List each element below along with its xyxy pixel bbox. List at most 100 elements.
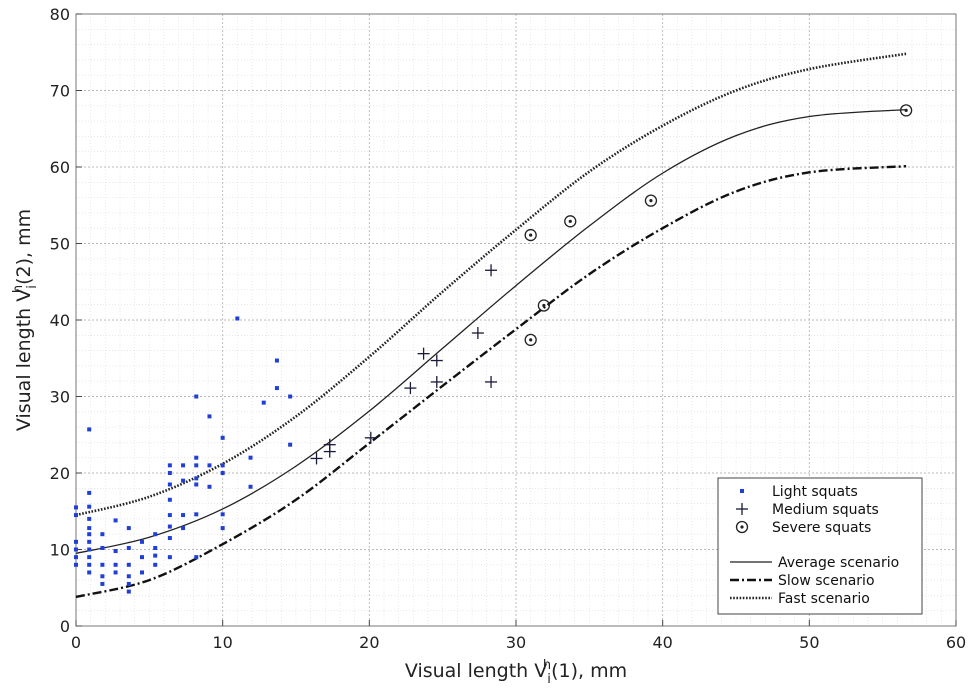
light-squats-point [87,539,92,544]
light-squats-point [74,555,78,560]
x-tick-label: 10 [212,633,232,652]
light-squats-point [113,518,118,523]
light-squats-point [74,505,78,510]
legend-severe-squats-label: Severe squats [772,520,871,536]
light-squats-point [220,463,225,468]
light-squats-point [87,532,92,537]
x-axis-label: Visual length Vih(1), mm [405,658,627,687]
light-squats-point [167,524,172,529]
light-squats-point [167,555,172,560]
light-squats-point [153,545,158,550]
light-squats-point [167,513,172,518]
light-squats-point [87,427,92,432]
x-tick-label: 50 [799,633,819,652]
light-squats-point [248,455,253,460]
light-squats-point [140,570,144,575]
light-squats-point [74,539,78,544]
light-squats-point [140,539,144,544]
light-squats-point [274,386,279,391]
light-squats-point [100,562,105,567]
light-squats-point [167,463,172,468]
y-tick-label: 60 [50,158,70,177]
y-tick-label: 40 [50,311,70,330]
light-squats-point [194,455,199,460]
light-squats-point [87,504,92,509]
y-tick-label: 10 [50,541,70,560]
light-squats-point [74,547,78,552]
legend-medium-squats-label: Medium squats [772,502,879,518]
medium-squats-point [364,431,377,444]
light-squats-point [207,484,212,489]
medium-squats-point [323,445,336,458]
fast-scenario-curve [75,52,907,517]
light-squats-point [100,545,105,550]
light-squats-point [113,549,118,554]
light-squats-point [194,482,199,487]
light-squats-point [181,513,186,518]
legend-box [717,477,923,615]
light-squats-point [261,400,266,405]
light-squats-point [87,555,92,560]
y-tick-label: 80 [50,5,70,24]
medium-squats-point [404,382,417,395]
light-squats-point [194,394,199,399]
x-tick-label: 0 [71,633,81,652]
x-axis: 0 10 20 30 40 50 60 [71,620,966,652]
light-squats-point [153,532,158,537]
light-squats-point [181,463,186,468]
light-squats-point [248,484,253,489]
medium-squats-point [485,375,498,388]
y-tick-label: 20 [50,464,70,483]
severe-squats-point [537,299,551,312]
medium-squats-point [430,354,443,367]
light-squats-point [288,394,293,399]
light-squats-point [100,581,105,586]
average-scenario-curve [75,108,907,554]
medium-squats-point [417,347,430,360]
light-squats-point [235,316,240,321]
legend-light-squats-label: Light squats [772,484,858,500]
light-squats-point [87,516,92,521]
light-squats-point [126,526,131,531]
medium-squats-point [485,264,498,277]
light-squats-point [126,562,131,567]
medium-squats-point [310,452,323,465]
light-squats-point [194,463,199,468]
light-squats-point [87,570,92,575]
light-squats-point [87,547,92,552]
light-squats-point [274,358,279,363]
legend-severe-squats-symbol [735,520,749,534]
light-squats-point [126,589,131,594]
light-squats-point [194,476,199,481]
y-tick-label: 0 [60,617,70,636]
y-axis-label: Visual length Vih(2), mm [11,209,40,431]
light-squats-point [74,562,78,567]
light-squats-point [220,526,225,531]
light-squats-point [167,471,172,475]
light-squats-point [140,555,144,560]
light-squats-point [113,570,118,575]
light-squats-point [220,471,225,475]
scenario-curves [75,52,907,599]
light-squats-point [113,562,118,567]
severe-squats-point [644,194,658,207]
light-squats-point [87,490,92,495]
light-squats-point [207,414,212,419]
light-squats-point [207,463,212,468]
light-squats-point [153,562,158,567]
y-axis: 0 10 20 30 40 50 60 70 80 [50,5,82,636]
severe-squats-point [524,333,537,347]
light-squats-point [153,553,158,558]
light-squats-point [288,442,293,447]
light-squats-point [167,482,172,487]
legend-slow-scenario-label: Slow scenario [778,573,875,589]
slow-scenario-curve [75,165,907,599]
light-squats-point [220,435,225,440]
light-squats-point [126,574,131,579]
light-squats-point [126,545,131,550]
y-tick-label: 30 [50,388,70,407]
medium-squats-point [471,327,484,340]
medium-squats-point [430,375,443,388]
legend-medium-squats-symbol [736,503,748,515]
